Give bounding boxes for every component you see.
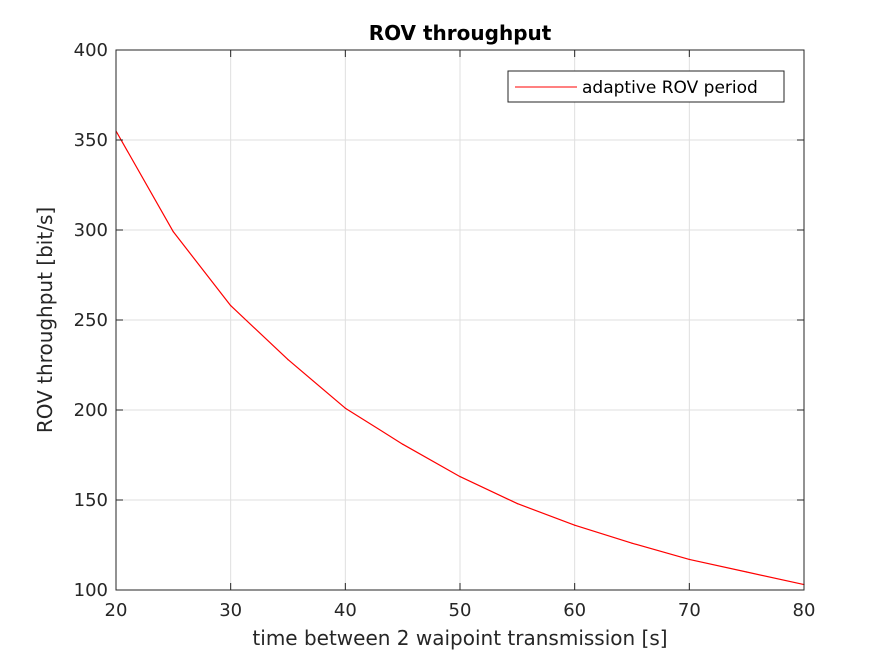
- x-tick-label: 60: [563, 600, 586, 621]
- x-axis-label: time between 2 waipoint transmission [s]: [252, 626, 667, 650]
- data-point: [631, 542, 633, 544]
- x-tick-label: 80: [793, 600, 816, 621]
- data-point: [344, 407, 346, 409]
- y-tick-label: 300: [74, 220, 108, 241]
- chart-title: ROV throughput: [369, 21, 552, 45]
- x-tick-label: 40: [334, 600, 357, 621]
- axis-ticks: [115, 49, 805, 591]
- y-tick-label: 200: [74, 400, 108, 421]
- y-tick-label: 400: [74, 40, 108, 61]
- y-tick-labels: 100 150 200 250 300 350 400: [74, 40, 108, 601]
- data-point: [516, 503, 518, 505]
- data-point: [402, 443, 404, 445]
- x-tick-label: 50: [449, 600, 472, 621]
- legend: adaptive ROV period: [507, 70, 785, 103]
- data-point: [230, 305, 232, 307]
- data-point: [746, 571, 748, 573]
- grid-lines: [116, 50, 804, 590]
- x-tick-label: 70: [678, 600, 701, 621]
- y-tick-label: 350: [74, 130, 108, 151]
- y-tick-label: 100: [74, 580, 108, 601]
- y-tick-label: 250: [74, 310, 108, 331]
- data-point: [688, 558, 690, 561]
- y-axis-label: ROV throughput [bit/s]: [33, 207, 57, 433]
- x-tick-label: 30: [219, 600, 242, 621]
- data-point: [172, 231, 174, 233]
- y-tick-label: 150: [74, 490, 108, 511]
- x-tick-labels: 20 30 40 50 60 70 80: [105, 600, 816, 621]
- legend-label-adaptive-rov-period: adaptive ROV period: [582, 78, 758, 98]
- x-tick-label: 20: [105, 600, 128, 621]
- data-point: [574, 524, 576, 526]
- data-point: [287, 359, 289, 361]
- data-point: [459, 476, 461, 478]
